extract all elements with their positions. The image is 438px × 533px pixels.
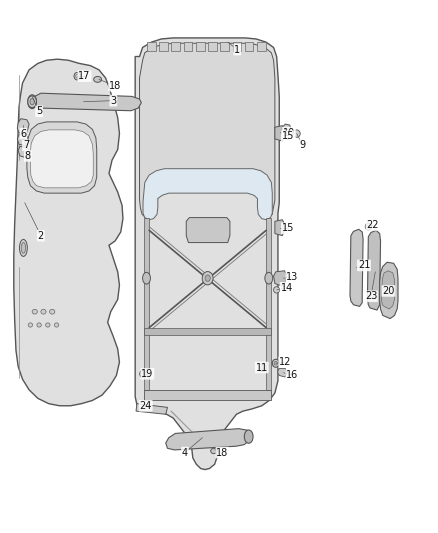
Ellipse shape bbox=[37, 323, 41, 327]
Text: 21: 21 bbox=[358, 261, 370, 270]
Text: 10: 10 bbox=[283, 127, 295, 138]
Ellipse shape bbox=[30, 99, 34, 105]
Polygon shape bbox=[30, 93, 141, 111]
Text: 9: 9 bbox=[300, 140, 306, 150]
Polygon shape bbox=[257, 42, 266, 51]
Polygon shape bbox=[144, 217, 149, 390]
Text: 18: 18 bbox=[109, 81, 121, 91]
Polygon shape bbox=[275, 126, 285, 141]
Ellipse shape bbox=[32, 309, 37, 314]
Polygon shape bbox=[186, 217, 230, 243]
Polygon shape bbox=[147, 42, 155, 51]
Polygon shape bbox=[136, 403, 167, 414]
Ellipse shape bbox=[272, 359, 279, 367]
Polygon shape bbox=[266, 217, 272, 390]
Ellipse shape bbox=[365, 223, 371, 230]
Ellipse shape bbox=[74, 72, 80, 80]
Text: 1: 1 bbox=[234, 45, 240, 54]
Polygon shape bbox=[30, 130, 93, 188]
Polygon shape bbox=[184, 42, 192, 51]
Polygon shape bbox=[380, 262, 398, 319]
Ellipse shape bbox=[274, 287, 280, 293]
Text: 8: 8 bbox=[25, 151, 31, 161]
Ellipse shape bbox=[259, 364, 266, 372]
Polygon shape bbox=[233, 42, 241, 51]
Text: 13: 13 bbox=[286, 272, 298, 282]
Polygon shape bbox=[367, 230, 381, 310]
Text: 20: 20 bbox=[382, 286, 395, 296]
Ellipse shape bbox=[274, 361, 278, 365]
Polygon shape bbox=[144, 328, 272, 335]
Polygon shape bbox=[18, 147, 29, 158]
Ellipse shape bbox=[19, 239, 27, 256]
Text: 11: 11 bbox=[256, 362, 268, 373]
Polygon shape bbox=[17, 135, 29, 147]
Text: 4: 4 bbox=[182, 448, 188, 457]
Ellipse shape bbox=[140, 370, 145, 377]
Polygon shape bbox=[283, 124, 291, 140]
Polygon shape bbox=[27, 122, 97, 193]
Text: 6: 6 bbox=[20, 128, 26, 139]
Polygon shape bbox=[14, 59, 123, 406]
Polygon shape bbox=[350, 229, 363, 306]
Text: 24: 24 bbox=[139, 401, 152, 411]
Text: 12: 12 bbox=[279, 357, 292, 367]
Polygon shape bbox=[166, 429, 252, 450]
Text: 15: 15 bbox=[282, 131, 294, 141]
Text: 7: 7 bbox=[23, 140, 29, 150]
Ellipse shape bbox=[265, 272, 273, 284]
Ellipse shape bbox=[28, 96, 36, 108]
Ellipse shape bbox=[202, 271, 213, 285]
Text: 22: 22 bbox=[367, 220, 379, 230]
Text: 3: 3 bbox=[110, 95, 117, 106]
Ellipse shape bbox=[261, 366, 265, 369]
Ellipse shape bbox=[41, 309, 46, 314]
Ellipse shape bbox=[205, 275, 210, 281]
Ellipse shape bbox=[211, 448, 217, 454]
Text: 16: 16 bbox=[286, 370, 298, 380]
Polygon shape bbox=[143, 168, 272, 220]
Text: 5: 5 bbox=[36, 106, 42, 116]
Text: 23: 23 bbox=[365, 291, 377, 301]
Ellipse shape bbox=[46, 323, 50, 327]
Polygon shape bbox=[171, 42, 180, 51]
Polygon shape bbox=[275, 220, 285, 236]
Ellipse shape bbox=[54, 323, 59, 327]
Text: 17: 17 bbox=[78, 71, 91, 81]
Ellipse shape bbox=[28, 323, 32, 327]
Polygon shape bbox=[208, 42, 217, 51]
Polygon shape bbox=[159, 42, 168, 51]
Polygon shape bbox=[278, 368, 287, 377]
Polygon shape bbox=[144, 390, 272, 400]
Polygon shape bbox=[135, 38, 279, 470]
Ellipse shape bbox=[293, 130, 300, 138]
Polygon shape bbox=[196, 42, 205, 51]
Polygon shape bbox=[381, 271, 395, 309]
Ellipse shape bbox=[21, 243, 25, 253]
Text: 15: 15 bbox=[282, 223, 294, 233]
Text: 14: 14 bbox=[281, 283, 293, 293]
Text: 2: 2 bbox=[38, 231, 44, 241]
Polygon shape bbox=[140, 43, 275, 217]
Polygon shape bbox=[220, 42, 229, 51]
Ellipse shape bbox=[28, 95, 36, 109]
Text: 19: 19 bbox=[141, 369, 154, 379]
Ellipse shape bbox=[244, 430, 253, 443]
Polygon shape bbox=[274, 271, 287, 287]
Text: 18: 18 bbox=[216, 448, 229, 457]
Ellipse shape bbox=[49, 309, 55, 314]
Polygon shape bbox=[17, 119, 29, 135]
Polygon shape bbox=[245, 42, 254, 51]
Ellipse shape bbox=[94, 76, 102, 82]
Ellipse shape bbox=[143, 272, 150, 284]
